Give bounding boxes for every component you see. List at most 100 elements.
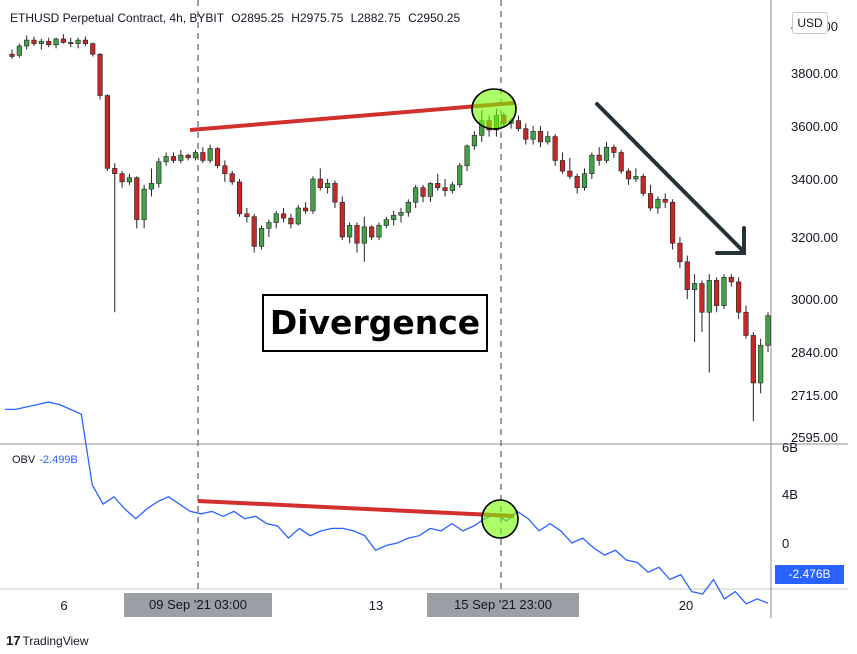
candle-body — [266, 222, 272, 229]
candle — [699, 280, 705, 333]
candle — [104, 94, 110, 172]
candle — [236, 179, 243, 217]
candle-body — [435, 183, 441, 189]
candle — [523, 123, 529, 145]
candle-body — [97, 53, 103, 96]
candle — [383, 216, 389, 229]
candle-body — [163, 156, 169, 163]
candle — [603, 141, 610, 164]
candle-body — [31, 39, 37, 44]
candle-body — [339, 201, 345, 238]
candle — [736, 277, 742, 319]
candle-body — [537, 131, 544, 143]
price-tick-label: 3600.00 — [791, 119, 838, 134]
candle — [141, 184, 147, 229]
candle-body — [90, 43, 96, 55]
candle-body — [743, 311, 749, 336]
candle-body — [104, 95, 110, 169]
candle-body — [530, 131, 536, 140]
price-tick-label: 2840.00 — [791, 345, 838, 360]
candle-body — [640, 176, 646, 194]
price-axis: 4000.003800.003600.003400.003200.003000.… — [60, 19, 838, 613]
price-tick-label: 3000.00 — [791, 292, 838, 307]
candle-body — [38, 40, 44, 44]
candle — [567, 157, 573, 179]
candle — [332, 180, 338, 208]
candle-body — [647, 193, 654, 209]
candle-body — [222, 165, 228, 174]
candle-body — [449, 184, 455, 191]
candle-body — [413, 187, 419, 203]
candle — [185, 153, 191, 161]
candle-body — [603, 146, 610, 161]
close-value: C2950.25 — [408, 11, 461, 25]
candle-body — [9, 53, 15, 57]
candle — [53, 37, 59, 49]
obv-indicator-label[interactable]: OBV -2.499B — [12, 454, 78, 466]
candle-body — [405, 201, 411, 213]
candle-body — [567, 170, 573, 177]
high-value: H2975.75 — [291, 11, 344, 25]
low-value: L2882.75 — [350, 11, 401, 25]
candle-body — [670, 201, 676, 244]
candle-body — [251, 216, 257, 247]
candle-body — [721, 276, 727, 306]
candle — [347, 222, 353, 244]
symbol-label[interactable]: ETHUSD Perpetual Contract, 4h, BYBIT — [10, 11, 224, 25]
candle — [170, 152, 177, 164]
candle-body — [280, 213, 287, 219]
candle-body — [369, 226, 375, 238]
currency-button[interactable]: USD — [792, 12, 828, 34]
time-tick-label: 13 — [369, 598, 383, 613]
candle-body — [126, 177, 133, 183]
candle — [537, 126, 544, 148]
obv-last-price-tag: -2.476B — [775, 565, 844, 584]
candle-body — [427, 183, 433, 197]
candle — [339, 196, 345, 241]
candle-body — [750, 335, 756, 384]
tradingview-watermark[interactable]: 17 TradingView — [6, 633, 89, 648]
price-tick-label: 3400.00 — [791, 172, 838, 187]
candle — [310, 176, 316, 214]
candle — [16, 43, 22, 58]
candle-body — [523, 128, 529, 140]
downtrend-arrow-head — [715, 226, 746, 255]
candle — [244, 208, 250, 223]
candle — [743, 305, 749, 339]
candle-body — [192, 152, 199, 159]
candle-body — [625, 170, 632, 180]
candle — [126, 173, 133, 185]
candle — [222, 160, 228, 182]
candle — [192, 149, 199, 161]
candle — [325, 179, 331, 194]
candle-body — [325, 183, 331, 189]
candle-body — [141, 188, 147, 220]
candle-body — [545, 136, 551, 143]
candle-body — [53, 38, 59, 46]
candle — [435, 173, 441, 191]
obv-name: OBV — [12, 454, 36, 466]
open-value: O2895.25 — [231, 11, 284, 25]
candle — [457, 163, 463, 188]
obv-value: -2.499B — [39, 454, 78, 466]
candle-body — [303, 207, 309, 212]
candle-body — [515, 120, 522, 129]
tradingview-logo-icon: 17 — [6, 633, 21, 648]
time-tick-label: 6 — [60, 598, 67, 613]
candle — [251, 213, 257, 253]
candle — [178, 149, 184, 164]
candle — [589, 152, 595, 179]
candle — [515, 115, 522, 132]
candle — [361, 216, 367, 262]
candle-body — [288, 217, 294, 225]
candle-body — [148, 183, 155, 190]
candle — [596, 147, 602, 166]
candle-body — [244, 213, 250, 218]
candle — [750, 332, 756, 422]
candle — [398, 208, 404, 223]
candle-body — [24, 39, 30, 47]
candle — [574, 173, 580, 194]
candle — [376, 222, 382, 241]
candlestick-series — [9, 34, 771, 422]
candle — [207, 144, 213, 164]
